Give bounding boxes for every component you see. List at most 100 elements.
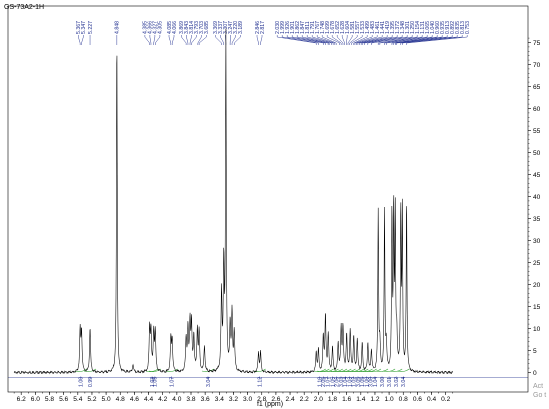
peak-label: 3.703 (199, 21, 205, 34)
peak-leader-line (78, 35, 81, 45)
integral-label: 1.12 (257, 377, 263, 387)
integral-label: 1.04 (343, 377, 349, 387)
peak-leader-line (286, 35, 324, 45)
peak-label: 1.250 (410, 21, 416, 34)
peak-leader-line (220, 35, 224, 45)
y-tick-label: 65 (533, 84, 541, 91)
peak-label: 4.366 (148, 21, 154, 34)
x-tick-label: 1.6 (342, 396, 351, 403)
peak-label: 3.189 (238, 21, 244, 34)
peak-label: 5.227 (88, 21, 94, 34)
integral-label: 1.02 (352, 377, 358, 387)
peak-leader-line (364, 35, 403, 45)
peak-label: 1.301 (405, 21, 411, 34)
peak-label: 3.869 (179, 21, 185, 34)
integral-label: 3.04 (401, 377, 407, 387)
plot-frame (7, 5, 529, 393)
peak-leader-line (367, 35, 408, 45)
y-tick-label: 20 (533, 282, 541, 289)
x-axis-label: f1 (ppm) (257, 401, 283, 408)
x-tick-label: 1.8 (328, 396, 337, 403)
peak-leader-line (357, 35, 383, 45)
peak-label: 0.913 (445, 21, 451, 34)
peak-leader-line (306, 35, 332, 45)
integral-label: 3.00 (380, 377, 386, 387)
x-tick-label: 3.0 (243, 396, 252, 403)
peak-label-group: 5.367 5.347 5.227 4.848 4.385 4.366 4.327 4.305… (76, 21, 471, 45)
peak-label: 1.767 (315, 21, 321, 34)
x-tick-label: 5.0 (102, 396, 111, 403)
peak-leader-line (181, 35, 187, 45)
peak-label: 3.307 (223, 21, 229, 34)
integral-label: 3.02 (394, 377, 400, 387)
peak-label: 4.305 (158, 21, 164, 34)
peak-label: 1.557 (355, 21, 361, 34)
peak-label: 0.813 (460, 21, 466, 34)
integral-curve (383, 368, 396, 372)
peak-label: 0.835 (455, 21, 461, 34)
x-axis: 6.2 6.0 5.8 5.6 5.4 5.2 5.0 4.8 4.6 4.4 4.2 4.0 3.8 3… (13, 392, 454, 403)
x-tick-label: 3.8 (186, 396, 195, 403)
peak-label: 4.848 (115, 21, 121, 34)
peak-label: 2.846 (255, 21, 261, 34)
peak-label: 4.066 (172, 21, 178, 34)
peak-leader-line (362, 35, 398, 45)
y-tick-label: 30 (533, 238, 541, 245)
peak-label: 1.699 (325, 21, 331, 34)
peak-label: 0.935 (440, 21, 446, 34)
x-tick-label: 2.2 (300, 396, 309, 403)
peak-label: 1.154 (415, 21, 421, 34)
x-tick-label: 1.2 (370, 396, 379, 403)
peak-leader-line (384, 35, 428, 45)
peak-leader-line (186, 35, 189, 45)
integral-curve (165, 368, 178, 372)
integral-curve (83, 368, 97, 372)
peak-leader-line (153, 35, 156, 45)
x-tick-label: 3.6 (201, 396, 210, 403)
peak-leader-line (198, 35, 207, 45)
peak-leader-line (189, 35, 192, 45)
peak-leader-line (316, 35, 336, 45)
y-tick-label: 70 (533, 62, 541, 69)
peak-label: 2.030 (275, 21, 281, 34)
peak-leader-line (291, 35, 326, 45)
integral-label: 2.05 (321, 377, 327, 387)
peak-leader-line (81, 35, 84, 45)
peak-leader-line (393, 35, 443, 45)
integral-group: 1.00 0.99 1.031.05 1.07 3.04 1.12 1.102.051.07… (8, 368, 528, 387)
x-tick-label: 2.6 (271, 396, 280, 403)
peak-label: 4.327 (153, 21, 159, 34)
peak-leader-line (359, 35, 388, 45)
peak-label: 3.793 (194, 21, 200, 34)
integral-label: 1.03 (150, 377, 156, 387)
activation-watermark: Act Go t (533, 383, 547, 399)
peak-label: 1.131 (420, 21, 426, 34)
peak-leader-line (336, 35, 344, 45)
peak-leader-line (406, 35, 468, 45)
peak-leader-line (395, 35, 448, 45)
peak-leader-line (371, 35, 413, 45)
peak-label: 1.441 (380, 21, 386, 34)
peak-label: 1.628 (340, 21, 346, 34)
peak-leader-line (347, 35, 353, 45)
peak-leader-line (353, 35, 368, 45)
integral-label: 3.04 (206, 377, 212, 387)
integral-label: 1.05 (153, 377, 159, 387)
peak-leader-line (396, 35, 453, 45)
peak-leader-line (144, 35, 150, 45)
peak-leader-line (260, 35, 263, 45)
y-tick-label: 75 (533, 40, 541, 47)
peak-label: 1.604 (345, 21, 351, 34)
peak-leader-line (191, 35, 197, 45)
y-tick-label: 15 (533, 304, 541, 311)
peak-leader-line (354, 35, 373, 45)
peak-label: 3.220 (233, 21, 239, 34)
peak-leader-line (377, 35, 418, 45)
sample-title: GS-73A2-1H (4, 4, 45, 11)
peak-leader-line (331, 35, 342, 45)
peak-label: 1.862 (295, 21, 301, 34)
peak-label: 5.367 (76, 21, 82, 34)
peak-label: 1.811 (305, 21, 311, 34)
peak-label: 1.499 (365, 21, 371, 34)
x-tick-label: 2.0 (314, 396, 323, 403)
